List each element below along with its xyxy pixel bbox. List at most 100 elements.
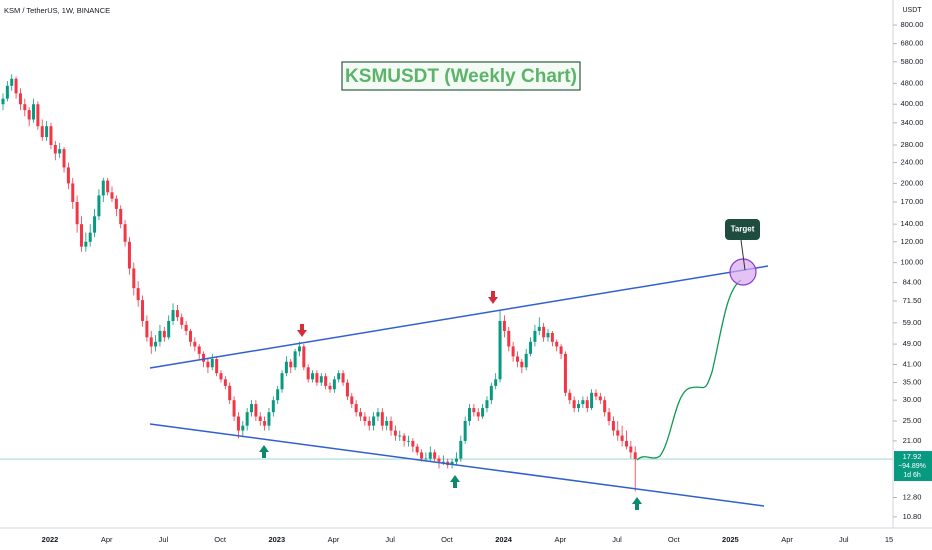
candle-body xyxy=(616,430,620,436)
candle-body xyxy=(502,320,506,331)
y-tick-label: 10.80 xyxy=(903,512,922,521)
x-tick-label: Oct xyxy=(668,535,681,544)
y-tick-label: 340.00 xyxy=(901,118,924,127)
candle-body xyxy=(603,400,607,413)
candle-body xyxy=(171,310,175,321)
x-tick-label: 2022 xyxy=(42,535,59,544)
candle-body xyxy=(289,361,293,368)
projection-path xyxy=(636,279,742,461)
x-tick-label: Jul xyxy=(159,535,169,544)
candle-body xyxy=(132,268,136,289)
chart-title: KSMUSDT (Weekly Chart) xyxy=(345,66,577,87)
candle-body xyxy=(385,421,389,426)
candle-body xyxy=(611,421,615,431)
candle-body xyxy=(559,346,563,354)
candle-body xyxy=(228,385,232,401)
y-tick-label: 680.00 xyxy=(901,39,924,48)
y-tick-label: 71.50 xyxy=(903,296,922,305)
candle-body xyxy=(598,396,602,401)
candle-body xyxy=(158,330,162,342)
candle-body xyxy=(18,93,22,105)
candle-body xyxy=(302,346,306,368)
y-tick-label: 480.00 xyxy=(901,78,924,87)
x-tick-label: 2025 xyxy=(722,535,739,544)
candle-body xyxy=(376,412,380,417)
symbol-header: KSM / TetherUS, 1W, BINANCE xyxy=(4,6,110,15)
candle-body xyxy=(481,408,485,417)
lower-trendline xyxy=(149,423,765,507)
candle-body xyxy=(167,320,171,338)
last-price-box xyxy=(894,451,932,482)
candle-body xyxy=(585,400,589,409)
axes: 800.00 680.00 580.00 480.00 400.00 340.00 280.… xyxy=(42,20,932,544)
candle-body xyxy=(350,396,354,405)
down-arrow xyxy=(297,324,307,337)
candle-body xyxy=(607,412,611,422)
candle-body xyxy=(271,400,275,413)
candle-body xyxy=(372,416,376,426)
candle-body xyxy=(284,361,288,374)
candle-body xyxy=(459,440,463,459)
y-tick-label: 59.00 xyxy=(903,318,922,327)
candle-body xyxy=(620,435,624,441)
candle-body xyxy=(53,144,57,154)
x-tick-label: Jul xyxy=(612,535,622,544)
candle-body xyxy=(254,404,258,417)
candle-body xyxy=(542,326,546,338)
candle-body xyxy=(66,167,70,184)
candle-body xyxy=(328,385,332,390)
candle-body xyxy=(441,461,445,463)
candle-body xyxy=(332,379,336,390)
candle-body xyxy=(311,373,315,380)
candle-body xyxy=(280,373,284,390)
candle-body xyxy=(110,192,114,199)
up-arrow xyxy=(632,497,642,510)
candle-body xyxy=(114,198,118,209)
x-tick-label: Apr xyxy=(101,535,113,544)
candle-body xyxy=(415,446,419,453)
candle-body xyxy=(197,346,201,354)
candle-body xyxy=(232,400,236,417)
candle-body xyxy=(437,458,441,462)
candle-body xyxy=(276,389,280,401)
candle-body xyxy=(581,400,585,405)
candle-body xyxy=(245,412,249,426)
y-tick-label: 100.00 xyxy=(901,258,924,267)
candle-body xyxy=(14,78,18,94)
y-tick-label: 580.00 xyxy=(901,57,924,66)
x-tick-label: 15 xyxy=(885,535,893,544)
candle-body xyxy=(97,195,101,217)
candle-body xyxy=(367,421,371,426)
candle-body xyxy=(215,359,219,374)
candle-body xyxy=(524,353,528,368)
candle-body xyxy=(62,149,66,168)
candle-body xyxy=(345,382,349,397)
candle-body xyxy=(236,416,240,431)
y-tick-label: 280.00 xyxy=(901,140,924,149)
currency-label: USDT xyxy=(902,7,922,14)
y-tick-label: 41.00 xyxy=(903,359,922,368)
candle-body xyxy=(149,337,153,347)
y-tick-label: 140.00 xyxy=(901,219,924,228)
candle-body xyxy=(297,346,301,352)
candle-body xyxy=(93,216,97,233)
candle-body xyxy=(210,359,214,368)
y-tick-label: 170.00 xyxy=(901,197,924,206)
x-tick-label: Apr xyxy=(554,535,566,544)
candle-body xyxy=(324,376,328,386)
candle-body xyxy=(337,373,341,380)
candle-body xyxy=(175,310,179,318)
candle-body xyxy=(263,421,267,426)
candle-body xyxy=(88,232,92,242)
candle-body xyxy=(402,435,406,441)
candle-body xyxy=(389,421,393,431)
candle-body xyxy=(359,412,363,417)
candle-body xyxy=(267,412,271,426)
candle-body xyxy=(533,330,537,342)
candle-body xyxy=(463,421,467,441)
candle-body xyxy=(319,376,323,383)
candle-body xyxy=(411,440,415,447)
candle-body xyxy=(106,180,110,193)
candle-body xyxy=(420,452,424,459)
y-tick-label: 49.00 xyxy=(903,339,922,348)
